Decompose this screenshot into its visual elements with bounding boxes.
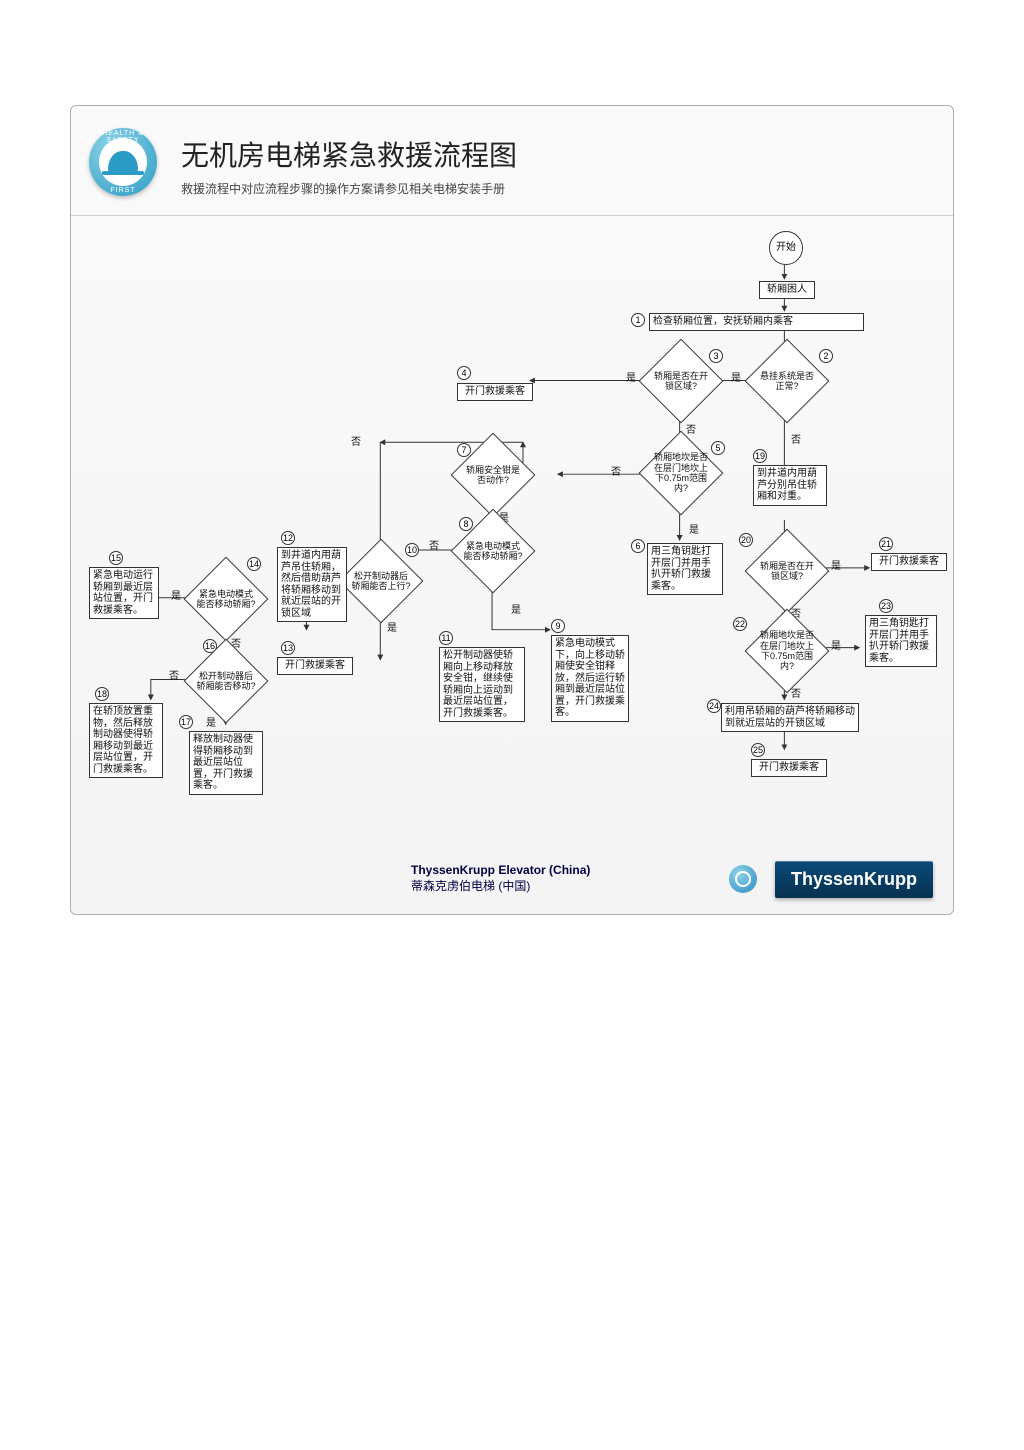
step-6: 用三角钥匙打开层门并用手扒开轿门救援乘客。 (647, 543, 723, 595)
step-number-13: 13 (281, 641, 295, 655)
no-label-8: 否 (429, 537, 439, 552)
no-label-3: 否 (686, 421, 696, 436)
step-25: 开门救援乘客 (751, 759, 827, 777)
step-4: 开门救援乘客 (457, 383, 533, 401)
yes-label-8: 是 (511, 601, 521, 616)
step-17: 释放制动器使得轿厢移动到最近层站位置，开门救援乘客。 (189, 731, 263, 795)
no-label-5: 否 (611, 463, 621, 478)
step-8: 紧急电动模式能否移动轿厢? (463, 521, 523, 581)
step-number-15: 15 (109, 551, 123, 565)
step-13: 开门救援乘客 (277, 657, 353, 675)
step-number-5: 5 (711, 441, 725, 455)
step-12: 到井道内用葫芦吊住轿厢，然后借助葫芦将轿厢移动到就近层站的开锁区域 (277, 547, 347, 622)
badge-bottom-text: FIRST (89, 187, 157, 194)
step-number-3: 3 (709, 349, 723, 363)
step-number-17: 17 (179, 715, 193, 729)
flowchart-canvas: 开始 轿厢困人 1 检查轿厢位置，安抚轿厢内乘客 2 悬挂系统是否正常? 是 否… (71, 221, 953, 844)
footer: ThyssenKrupp Elevator (China) 蒂森克虏伯电梯 (中… (71, 844, 953, 914)
step-number-24: 24 (707, 699, 721, 713)
step-number-2: 2 (819, 349, 833, 363)
yes-label-16: 是 (206, 714, 216, 729)
start-node: 开始 (769, 231, 803, 265)
step-7: 轿厢安全钳是否动作? (463, 445, 523, 505)
yes-label-10: 是 (387, 619, 397, 634)
step-number-20: 20 (739, 533, 753, 547)
step-22: 轿厢地坎是否在层门地坎上下0.75m范围内? (757, 621, 817, 681)
company-text: ThyssenKrupp Elevator (China) 蒂森克虏伯电梯 (中… (411, 863, 590, 894)
step-15: 紧急电动运行轿厢到最近层站位置，开门救援乘客。 (89, 567, 159, 619)
yes-label-14: 是 (171, 587, 181, 602)
step-3: 轿厢是否在开锁区域? (651, 351, 711, 411)
yes-label: 是 (731, 369, 741, 384)
trapped-node: 轿厢困人 (759, 281, 815, 299)
step-number-25: 25 (751, 743, 765, 757)
step-19: 到井道内用葫芦分别吊住轿厢和对重。 (753, 465, 827, 506)
step-14: 紧急电动模式能否移动轿厢? (196, 569, 256, 629)
step-number-19: 19 (753, 449, 767, 463)
company-cn: 蒂森克虏伯电梯 (中国) (411, 879, 530, 893)
step-number-23: 23 (879, 599, 893, 613)
no-label-16: 否 (169, 667, 179, 682)
no-label: 否 (791, 431, 801, 446)
yes-label-22: 是 (831, 637, 841, 652)
company-en: ThyssenKrupp Elevator (China) (411, 863, 590, 877)
brand-name: ThyssenKrupp (791, 869, 917, 890)
safety-badge-icon: HEALTH & SAFETY FIRST (89, 128, 157, 196)
header: HEALTH & SAFETY FIRST 无机房电梯紧急救援流程图 救援流程中… (71, 116, 953, 216)
step-1: 检查轿厢位置，安抚轿厢内乘客 (649, 313, 864, 331)
step-number-21: 21 (879, 537, 893, 551)
yes-label-3: 是 (626, 369, 636, 384)
no-label-7: 否 (351, 433, 361, 448)
step-5: 轿厢地坎是否在层门地坎上下0.75m范围内? (651, 443, 711, 503)
step-number-4: 4 (457, 366, 471, 380)
step-2: 悬挂系统是否正常? (757, 351, 817, 411)
brand-logo: ThyssenKrupp (775, 861, 933, 898)
step-20: 轿厢是否在开锁区域? (757, 541, 817, 601)
step-11: 松开制动器使轿厢向上移动释放安全钳，继续使轿厢向上运动到最近层站位置，开门救援乘… (439, 647, 525, 722)
hardhat-icon (108, 151, 138, 173)
step-number-18: 18 (95, 687, 109, 701)
poster-frame: HEALTH & SAFETY FIRST 无机房电梯紧急救援流程图 救援流程中… (70, 105, 954, 915)
step-21: 开门救援乘客 (871, 553, 947, 571)
step-number-11: 11 (439, 631, 453, 645)
step-18: 在轿顶放置重物，然后释放制动器使得轿厢移动到最近层站位置，开门救援乘客。 (89, 703, 163, 778)
step-9: 紧急电动模式下，向上移动轿厢使安全钳释放，然后运行轿厢到最近层站位置，开门救援乘… (551, 635, 629, 722)
step-number-22: 22 (733, 617, 747, 631)
step-number-12: 12 (281, 531, 295, 545)
step-number-9: 9 (551, 619, 565, 633)
yes-label-20: 是 (831, 557, 841, 572)
step-number-6: 6 (631, 539, 645, 553)
page-subtitle: 救援流程中对应流程步骤的操作方案请参见相关电梯安装手册 (181, 180, 517, 197)
yes-label-5: 是 (689, 521, 699, 536)
step-23: 用三角钥匙打开层门并用手扒开轿门救援乘客。 (865, 615, 937, 667)
step-number-1: 1 (631, 313, 645, 327)
gear-logo-icon (729, 865, 757, 893)
page-title: 无机房电梯紧急救援流程图 (181, 134, 517, 174)
no-label-22: 否 (791, 685, 801, 700)
step-10: 松开制动器后轿厢能否上行? (351, 551, 411, 611)
step-16: 松开制动器后轿厢能否移动? (196, 651, 256, 711)
step-24: 利用吊轿厢的葫芦将轿厢移动到就近层站的开锁区域 (721, 703, 859, 732)
start-label: 开始 (776, 242, 796, 254)
